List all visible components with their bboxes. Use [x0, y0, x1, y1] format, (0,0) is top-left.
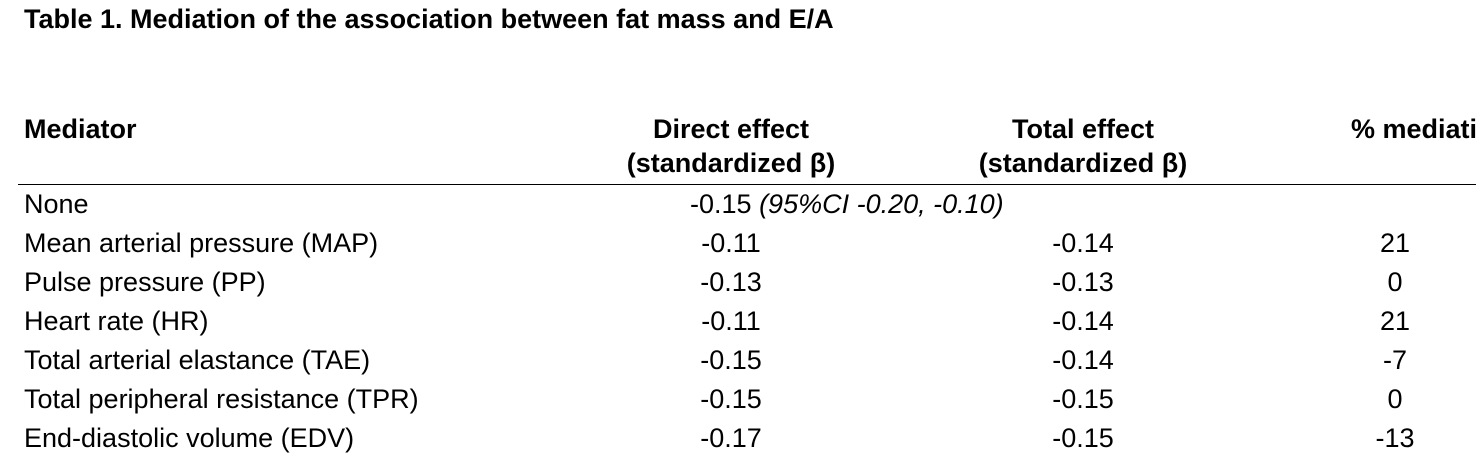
- cell-direct-effect: -0.15: [700, 345, 762, 375]
- table-row: End-diastolic volume (EDV) -0.17 -0.15 -…: [18, 419, 1476, 458]
- cell-direct-effect: -0.13: [700, 267, 762, 297]
- header-direct-effect-line1: Direct effect: [652, 114, 810, 144]
- table-row-none: None -0.15 (95%CI -0.20, -0.10): [18, 185, 1476, 225]
- none-ci: (95%CI -0.20, -0.10): [759, 189, 1004, 219]
- table-row: Total arterial elastance (TAE) -0.15 -0.…: [18, 341, 1476, 380]
- cell-percent-mediation: 21: [1379, 306, 1411, 336]
- cell-direct-effect: -0.11: [701, 306, 761, 336]
- cell-mediator: End-diastolic volume (EDV): [24, 423, 355, 453]
- cell-mediator: Heart rate (HR): [24, 306, 209, 336]
- header-row: Mediator Direct effect (standardized β) …: [18, 112, 1476, 185]
- cell-direct-effect: -0.15: [700, 384, 762, 414]
- table-row: Total peripheral resistance (TPR) -0.15 …: [18, 380, 1476, 419]
- table-body: None -0.15 (95%CI -0.20, -0.10) Mean art…: [18, 185, 1476, 459]
- table-caption: Table 1. Mediation of the association be…: [24, 4, 834, 34]
- cell-mediator: Mean arterial pressure (MAP): [24, 228, 379, 258]
- cell-percent-mediation: -13: [1375, 423, 1415, 453]
- header-percent-mediation: % mediation: [1274, 112, 1476, 185]
- table-header: Mediator Direct effect (standardized β) …: [18, 112, 1476, 185]
- cell-percent-mediation: -7: [1382, 345, 1407, 375]
- cell-total-effect: -0.14: [1052, 345, 1114, 375]
- cell-mediator: Total peripheral resistance (TPR): [24, 384, 419, 414]
- header-total-effect: Total effect (standardized β): [892, 112, 1274, 185]
- none-beta: -0.15: [690, 189, 752, 219]
- cell-direct-effect: -0.17: [700, 423, 762, 453]
- cell-none-label: None: [24, 189, 89, 219]
- header-mediator: Mediator: [18, 112, 570, 185]
- cell-direct-effect: -0.11: [701, 228, 761, 258]
- cell-total-effect: -0.14: [1052, 228, 1114, 258]
- cell-percent-mediation: 0: [1387, 384, 1403, 414]
- table-row: Pulse pressure (PP) -0.13 -0.13 0: [18, 263, 1476, 302]
- cell-mediator: Total arterial elastance (TAE): [24, 345, 371, 375]
- cell-none-value: -0.15 (95%CI -0.20, -0.10): [570, 185, 1476, 225]
- header-direct-effect-line2: (standardized β): [626, 148, 836, 178]
- cell-total-effect: -0.15: [1052, 423, 1114, 453]
- table-row: Heart rate (HR) -0.11 -0.14 21: [18, 302, 1476, 341]
- cell-total-effect: -0.14: [1052, 306, 1114, 336]
- cell-total-effect: -0.15: [1052, 384, 1114, 414]
- cell-mediator: Pulse pressure (PP): [24, 267, 266, 297]
- cell-total-effect: -0.13: [1052, 267, 1114, 297]
- cell-percent-mediation: 21: [1379, 228, 1411, 258]
- header-total-effect-line1: Total effect: [1011, 114, 1154, 144]
- cell-percent-mediation: 0: [1387, 267, 1403, 297]
- mediation-table: Mediator Direct effect (standardized β) …: [18, 112, 1476, 458]
- table-row: Mean arterial pressure (MAP) -0.11 -0.14…: [18, 224, 1476, 263]
- header-direct-effect: Direct effect (standardized β): [570, 112, 892, 185]
- header-total-effect-line2: (standardized β): [978, 148, 1188, 178]
